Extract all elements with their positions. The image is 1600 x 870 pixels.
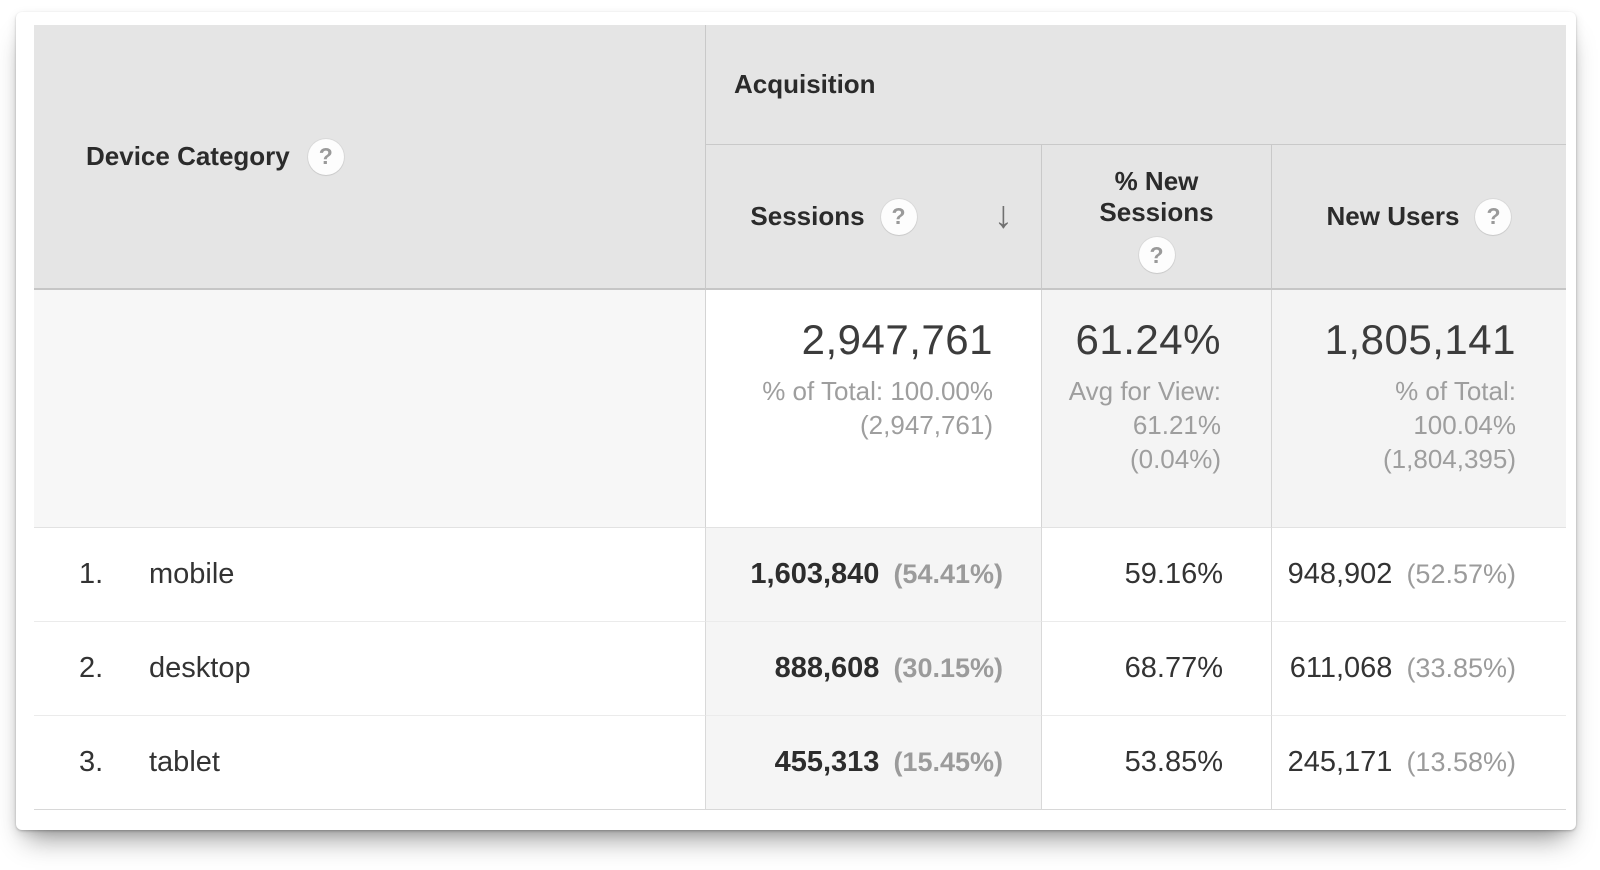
sessions-header-label: Sessions bbox=[750, 201, 865, 231]
help-icon[interactable]: ? bbox=[1475, 198, 1512, 235]
new-users-cell-tablet: 245,171 (13.58%) bbox=[1272, 716, 1566, 810]
column-header-device-category[interactable]: Device Category ? bbox=[34, 25, 706, 290]
sessions-total-subtext-line1: % of Total: 100.00% bbox=[762, 376, 993, 406]
sessions-cell-desktop: 888,608 (30.15%) bbox=[706, 622, 1042, 716]
sessions-percent: (15.45%) bbox=[893, 747, 1003, 777]
row-index: 2. bbox=[79, 652, 104, 684]
new-users-value: 245,171 bbox=[1287, 746, 1393, 778]
sessions-cell-mobile: 1,603,840 (54.41%) bbox=[706, 528, 1042, 622]
percent-new-sessions-subtext-line3: (0.04%) bbox=[1129, 444, 1221, 474]
device-category-table: Device Category ? Acquisition Sessions ?… bbox=[34, 25, 1566, 810]
table-row-dimension-tablet[interactable]: 3. tablet bbox=[34, 716, 706, 810]
new-users-subtext-line3: (1,804,395) bbox=[1383, 444, 1516, 474]
row-index: 3. bbox=[79, 746, 104, 778]
help-icon[interactable]: ? bbox=[1138, 237, 1175, 274]
sort-descending-icon[interactable]: ↓ bbox=[994, 193, 1013, 236]
percent-new-sessions-value: 68.77% bbox=[1124, 652, 1223, 684]
percent-new-sessions-avg-value: 61.24% bbox=[1075, 316, 1221, 363]
column-header-sessions[interactable]: Sessions ? ↓ bbox=[706, 145, 1042, 290]
device-category-header-label: Device Category bbox=[86, 141, 290, 171]
sessions-total-subtext-line2: (2,947,761) bbox=[860, 410, 993, 440]
percent-new-sessions-cell-mobile: 59.16% bbox=[1042, 528, 1272, 622]
analytics-table-card: Device Category ? Acquisition Sessions ?… bbox=[16, 12, 1576, 830]
column-header-new-users[interactable]: New Users ? bbox=[1272, 145, 1566, 290]
percent-new-sessions-subtext-line2: 61.21% bbox=[1132, 410, 1221, 440]
new-users-cell-mobile: 948,902 (52.57%) bbox=[1272, 528, 1566, 622]
sessions-total-subtext: % of Total: 100.00% (2,947,761) bbox=[716, 374, 993, 442]
percent-new-sessions-avg-subtext: Avg for View: 61.21% (0.04%) bbox=[1052, 374, 1221, 476]
new-users-total-subtext: % of Total: 100.04% (1,804,395) bbox=[1282, 374, 1516, 476]
sessions-value: 888,608 bbox=[774, 652, 880, 684]
new-users-percent: (13.58%) bbox=[1406, 747, 1516, 777]
sessions-value: 1,603,840 bbox=[750, 558, 880, 590]
device-category-value[interactable]: mobile bbox=[149, 558, 235, 590]
sessions-value: 455,313 bbox=[774, 746, 880, 778]
summary-percent-new-sessions-cell: 61.24% Avg for View: 61.21% (0.04%) bbox=[1042, 290, 1272, 528]
sessions-percent: (54.41%) bbox=[893, 559, 1003, 589]
percent-new-sessions-cell-desktop: 68.77% bbox=[1042, 622, 1272, 716]
summary-dimension-cell bbox=[34, 290, 706, 528]
device-category-value[interactable]: tablet bbox=[149, 746, 220, 778]
new-users-cell-desktop: 611,068 (33.85%) bbox=[1272, 622, 1566, 716]
sessions-total-value: 2,947,761 bbox=[801, 316, 993, 363]
new-users-subtext-line2: 100.04% bbox=[1413, 410, 1516, 440]
percent-new-sessions-subtext-line1: Avg for View: bbox=[1068, 376, 1221, 406]
acquisition-header-label: Acquisition bbox=[734, 69, 876, 99]
group-header-acquisition: Acquisition bbox=[706, 25, 1566, 145]
new-users-subtext-line1: % of Total: bbox=[1395, 376, 1516, 406]
new-users-header-label: New Users bbox=[1326, 201, 1460, 231]
new-users-value: 611,068 bbox=[1289, 652, 1393, 684]
new-users-percent: (33.85%) bbox=[1406, 653, 1516, 683]
row-index: 1. bbox=[79, 558, 104, 590]
sessions-percent: (30.15%) bbox=[893, 653, 1003, 683]
new-users-percent: (52.57%) bbox=[1406, 559, 1516, 589]
table-row-dimension-desktop[interactable]: 2. desktop bbox=[34, 622, 706, 716]
sessions-cell-tablet: 455,313 (15.45%) bbox=[706, 716, 1042, 810]
help-icon[interactable]: ? bbox=[307, 138, 344, 175]
new-users-total-value: 1,805,141 bbox=[1324, 316, 1516, 363]
percent-new-sessions-header-line2: Sessions bbox=[1099, 196, 1214, 227]
percent-new-sessions-cell-tablet: 53.85% bbox=[1042, 716, 1272, 810]
table-row-dimension-mobile[interactable]: 1. mobile bbox=[34, 528, 706, 622]
percent-new-sessions-header-line1: % New bbox=[1114, 165, 1199, 196]
new-users-value: 948,902 bbox=[1287, 558, 1393, 590]
column-header-percent-new-sessions[interactable]: % New Sessions ? bbox=[1042, 145, 1272, 290]
summary-sessions-cell: 2,947,761 % of Total: 100.00% (2,947,761… bbox=[706, 290, 1042, 528]
summary-new-users-cell: 1,805,141 % of Total: 100.04% (1,804,395… bbox=[1272, 290, 1566, 528]
device-category-value[interactable]: desktop bbox=[149, 652, 251, 684]
percent-new-sessions-value: 59.16% bbox=[1124, 558, 1223, 590]
help-icon[interactable]: ? bbox=[880, 198, 917, 235]
percent-new-sessions-value: 53.85% bbox=[1124, 746, 1223, 778]
